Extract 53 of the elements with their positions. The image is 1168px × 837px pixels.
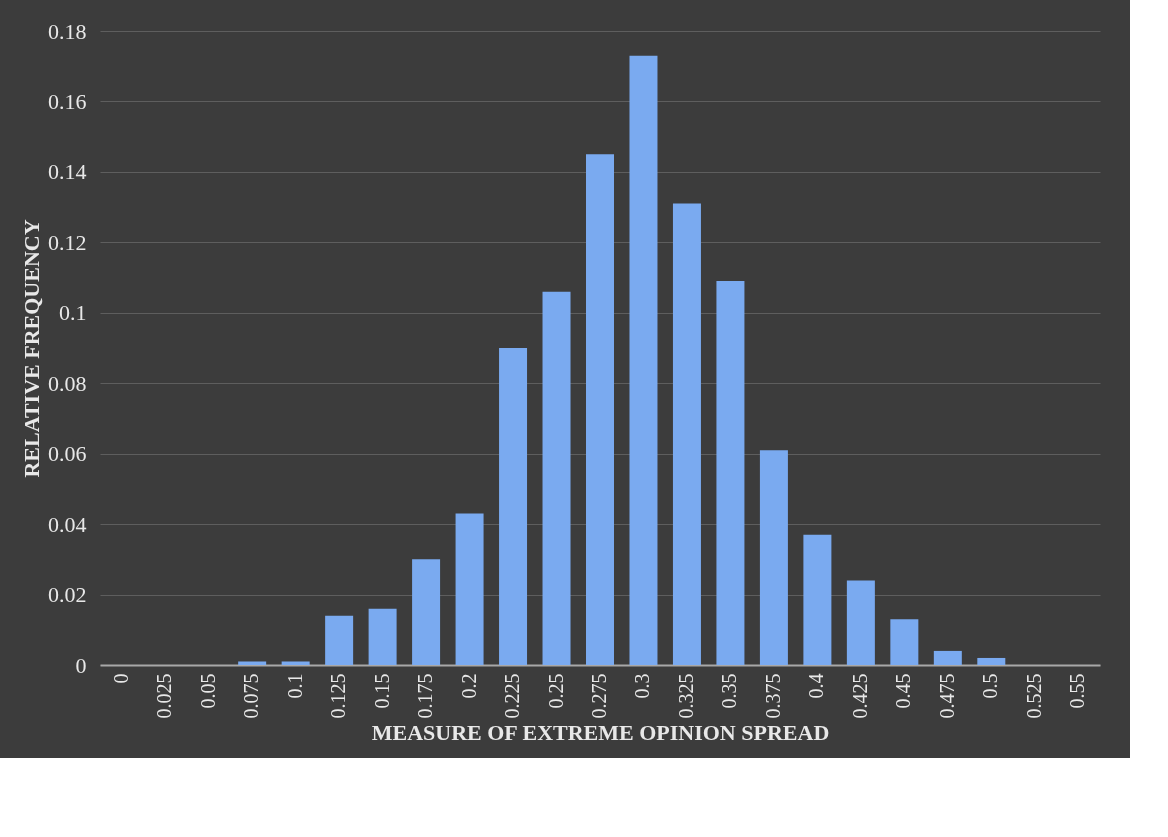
y-tick-label: 0.04 bbox=[48, 511, 87, 537]
x-tick-label: 0.225 bbox=[501, 673, 524, 719]
x-tick-label: 0.275 bbox=[588, 673, 610, 719]
bar bbox=[933, 650, 962, 665]
bar bbox=[803, 534, 832, 665]
y-axis-title: RELATIVE FREQUENCY bbox=[19, 219, 44, 478]
bar bbox=[629, 55, 658, 665]
bar bbox=[281, 661, 310, 665]
x-tick-label: 0 bbox=[109, 673, 132, 684]
x-tick-label: 0.075 bbox=[240, 673, 263, 719]
x-tick-label: 0.175 bbox=[414, 673, 437, 719]
bar bbox=[368, 608, 397, 665]
bar bbox=[586, 154, 614, 665]
x-tick-label: 0.525 bbox=[1022, 673, 1045, 719]
y-tick-label: 0.12 bbox=[48, 229, 87, 255]
y-tick-label: 0.06 bbox=[48, 441, 87, 467]
x-tick-label: 0.25 bbox=[544, 673, 567, 709]
bar bbox=[846, 580, 875, 665]
x-tick-label: 0.125 bbox=[327, 673, 350, 719]
x-tick-label: 0.425 bbox=[848, 673, 871, 719]
x-tick-label: 0.3 bbox=[631, 673, 654, 699]
x-tick-label: 0.05 bbox=[196, 673, 219, 709]
x-tick-label: 0.55 bbox=[1066, 673, 1089, 709]
bar bbox=[325, 615, 354, 665]
x-tick-label: 0.025 bbox=[153, 673, 176, 719]
y-tick-label: 0 bbox=[75, 652, 87, 678]
bar bbox=[977, 657, 1006, 665]
x-tick-label: 0.375 bbox=[761, 673, 784, 719]
bar bbox=[716, 281, 745, 665]
y-tick-label: 0.14 bbox=[48, 159, 87, 185]
x-tick-label: 0.325 bbox=[674, 673, 697, 719]
x-tick-label: 0.475 bbox=[935, 673, 958, 719]
x-tick-label: 0.45 bbox=[892, 673, 915, 709]
bar bbox=[455, 513, 484, 665]
x-tick-label: 0.5 bbox=[979, 673, 1002, 699]
x-tick-label: 0.15 bbox=[370, 673, 393, 709]
x-tick-label: 0.2 bbox=[457, 673, 480, 699]
x-tick-label: 0.35 bbox=[718, 673, 741, 709]
y-tick-label: 0.18 bbox=[48, 18, 87, 44]
bar bbox=[759, 450, 788, 665]
y-tick-label: 0.02 bbox=[48, 582, 87, 608]
bar bbox=[890, 619, 919, 665]
y-tick-label: 0.1 bbox=[59, 300, 87, 326]
bar bbox=[412, 559, 441, 665]
x-axis-title: MEASURE OF EXTREME OPINION SPREAD bbox=[371, 719, 830, 745]
x-tick-label: 0.4 bbox=[805, 673, 828, 699]
y-tick-label: 0.08 bbox=[48, 370, 87, 396]
bar bbox=[542, 291, 571, 665]
bar bbox=[499, 348, 528, 665]
bar bbox=[238, 661, 267, 665]
x-tick-label: 0.1 bbox=[283, 673, 306, 699]
y-tick-label: 0.16 bbox=[48, 88, 87, 114]
bar bbox=[672, 203, 701, 665]
